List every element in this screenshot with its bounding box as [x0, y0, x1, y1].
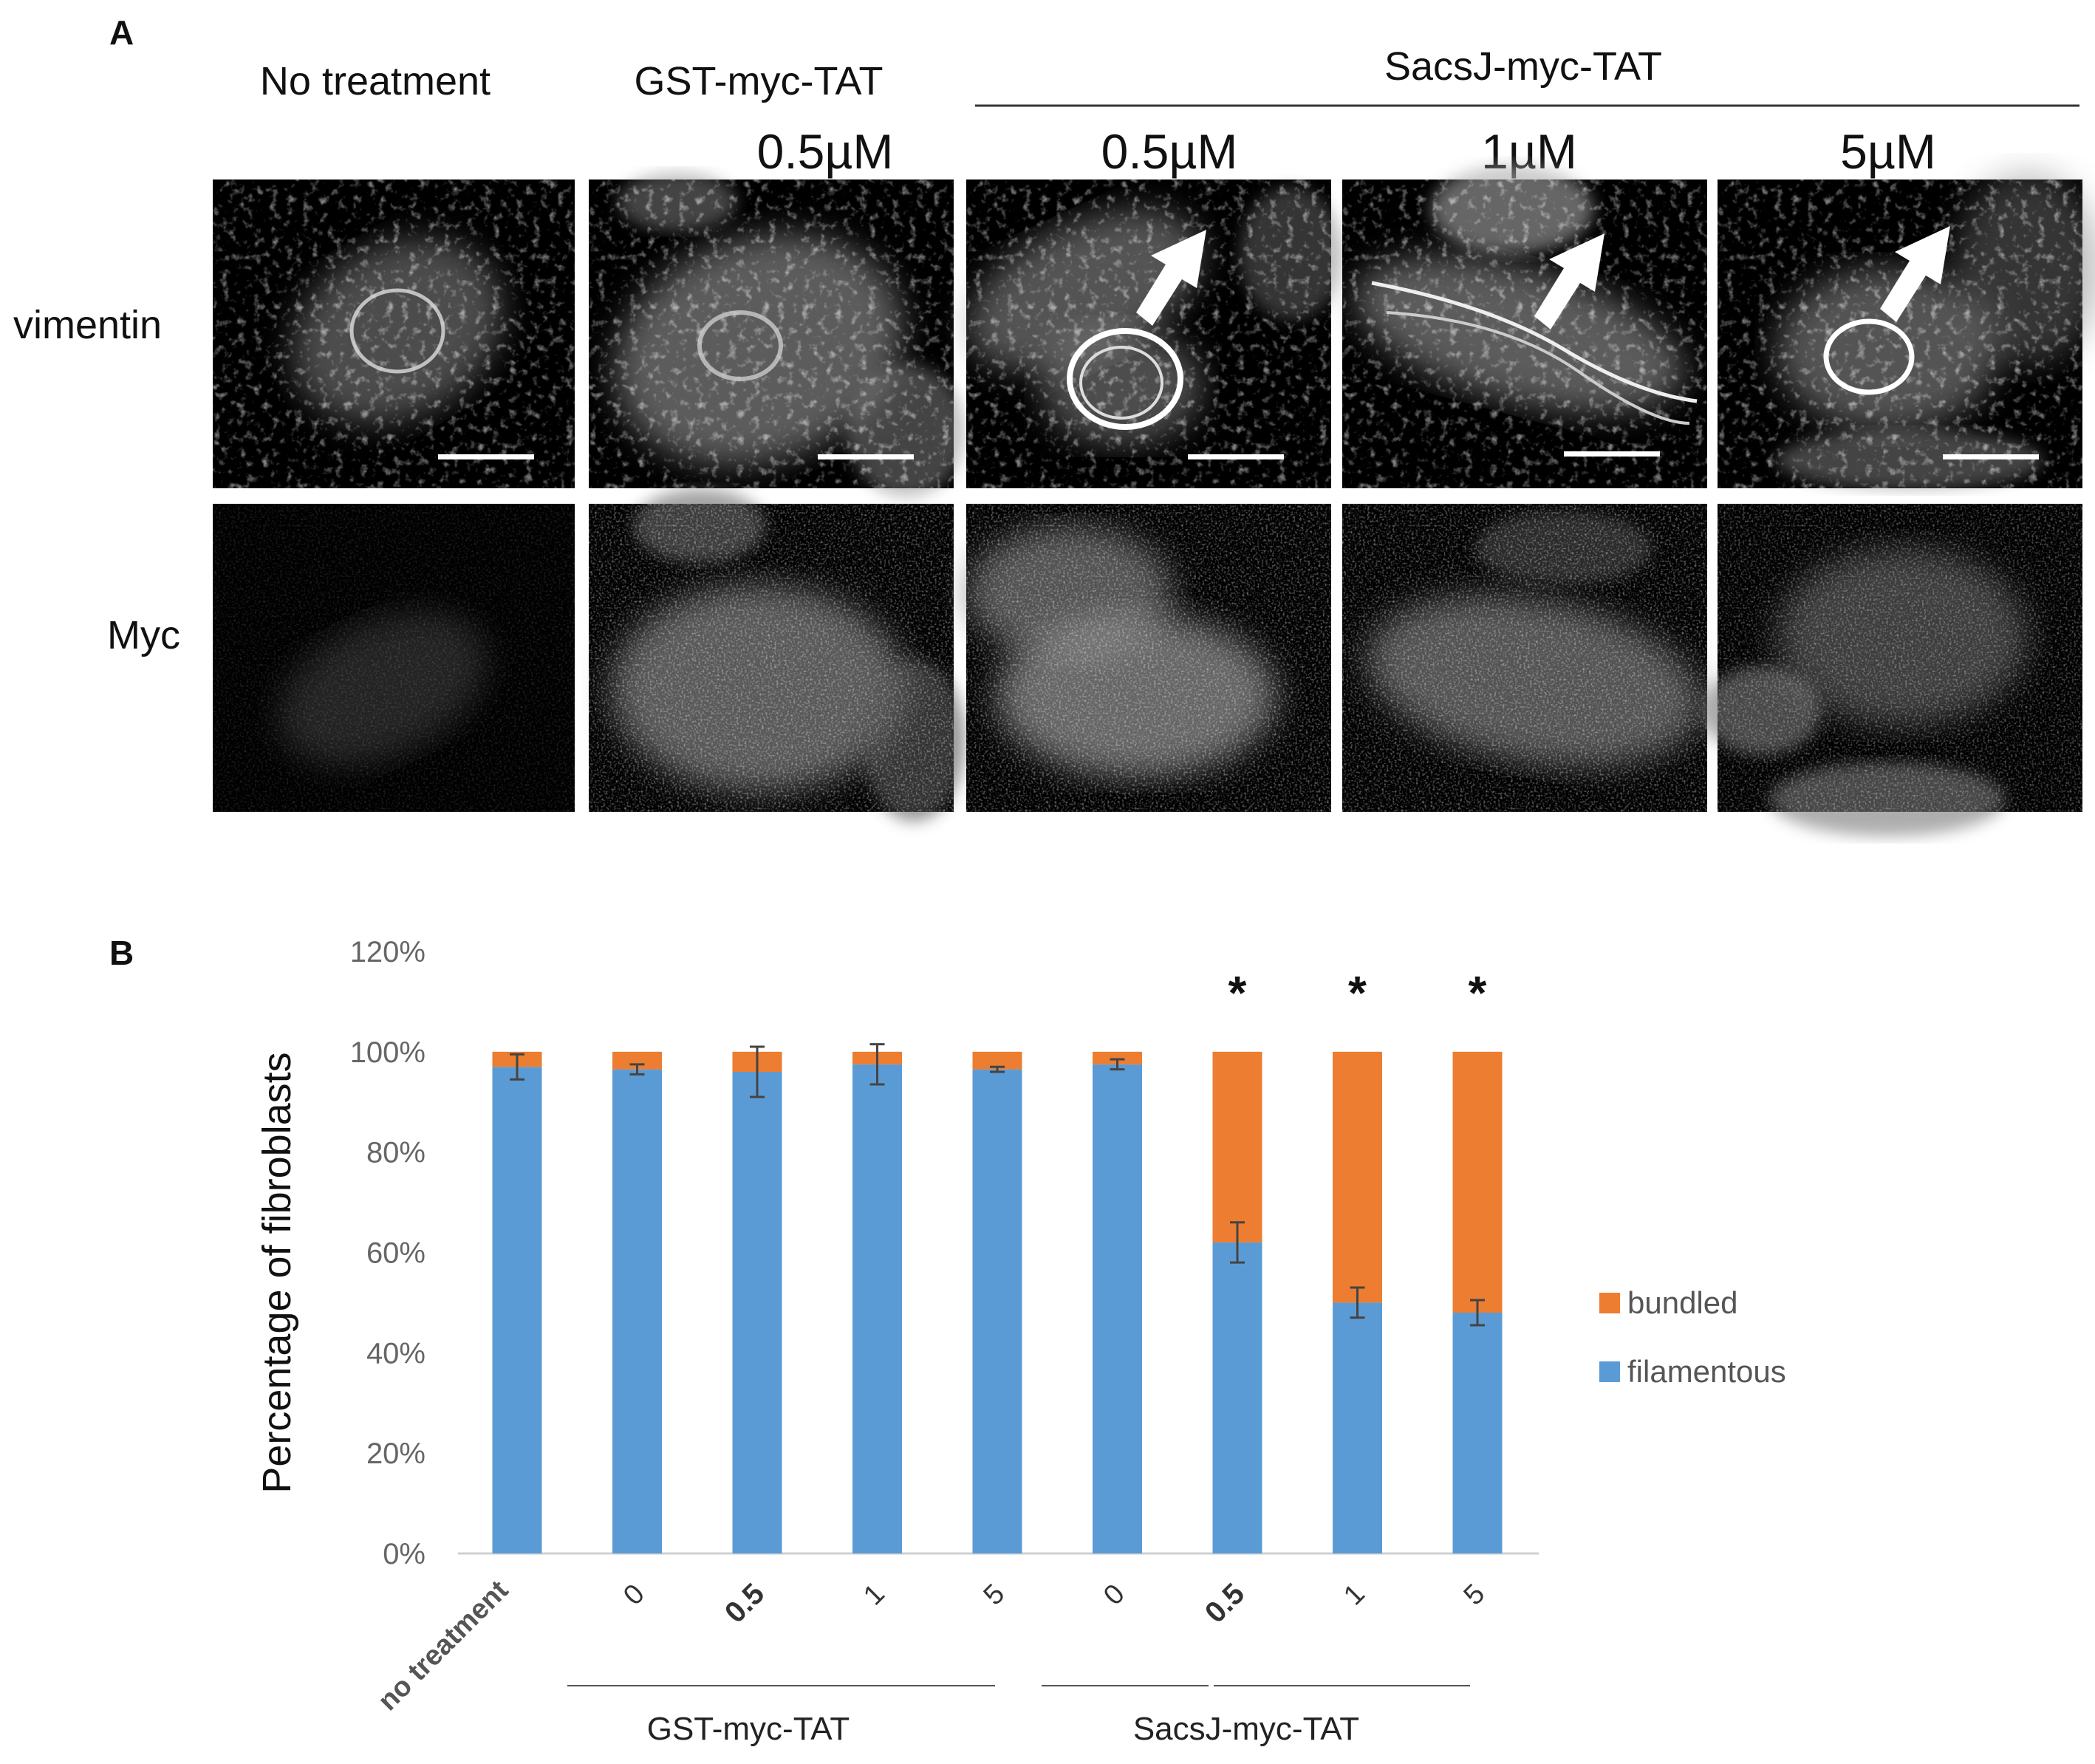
micrograph-myc-gst — [589, 489, 966, 821]
bar-filamentous — [1333, 1302, 1382, 1553]
y-tick-labels: 0% 20% 40% 60% 80% 100% 120% — [350, 936, 426, 1570]
significance-marker: * — [1348, 966, 1367, 1019]
legend-swatch-bundled — [1599, 1293, 1620, 1313]
header-gst: GST-myc-TAT — [635, 59, 884, 103]
bar-bundled — [1093, 1051, 1142, 1064]
x-tick-label: 0 — [1098, 1579, 1131, 1612]
row-label-myc: Myc — [107, 613, 180, 657]
micrograph-vimentin-gst — [589, 172, 966, 497]
micrograph-vimentin-no-treatment — [213, 180, 575, 488]
y-tick-label: 40% — [366, 1337, 426, 1370]
scale-bar — [1943, 454, 2039, 459]
micrograph-myc-sacsj-05 — [966, 504, 1331, 812]
panel-a-label: A — [109, 13, 134, 52]
conc-label-sacsj-1: 0.5µM — [1101, 124, 1238, 179]
micrograph-vimentin-sacsj-05 — [966, 180, 1343, 488]
header-no-treatment: No treatment — [260, 59, 491, 103]
bar-bundled — [1333, 1051, 1382, 1303]
bar-filamentous — [1093, 1064, 1142, 1553]
x-tick-label: 0.5 — [719, 1577, 770, 1629]
x-tick-label: 5 — [978, 1579, 1011, 1612]
stacked-bar-chart: Percentage of fibroblasts 0% 20% 40% 60% 80%… — [255, 936, 1786, 1747]
bar-filamentous — [492, 1067, 542, 1553]
x-tick-label: 0 — [618, 1579, 651, 1612]
y-tick-label: 120% — [350, 936, 426, 968]
bar-filamentous — [1212, 1242, 1262, 1553]
bar-bundled — [972, 1051, 1022, 1070]
x-tick-label: 1 — [1338, 1579, 1371, 1612]
significance-marker: * — [1469, 966, 1487, 1019]
y-tick-label: 60% — [366, 1237, 426, 1270]
y-axis-label: Percentage of fibroblasts — [255, 1052, 299, 1493]
bar-filamentous — [972, 1069, 1022, 1553]
micrograph-vimentin-sacsj-1 — [1342, 165, 1707, 488]
header-sacsj: SacsJ-myc-TAT — [1384, 44, 1662, 89]
arrow-icon — [1534, 233, 1604, 329]
group-label-gst: GST-myc-TAT — [647, 1711, 850, 1747]
x-tick-label: 1 — [858, 1579, 891, 1612]
bar-filamentous — [612, 1069, 662, 1553]
legend-label-filamentous: filamentous — [1627, 1354, 1786, 1389]
group-label-sacsj: SacsJ-myc-TAT — [1133, 1711, 1359, 1747]
bar-filamentous — [852, 1064, 902, 1553]
y-tick-label: 100% — [350, 1036, 426, 1069]
scale-bar — [818, 454, 914, 459]
bar-filamentous — [732, 1072, 782, 1553]
micrograph-vimentin-sacsj-5 — [1718, 172, 2095, 490]
x-tick-labels: no treatment 0 0.5 1 5 0 0.5 1 5 — [372, 1574, 1491, 1717]
micrograph-myc-sacsj-1 — [1342, 504, 1707, 812]
legend-label-bundled: bundled — [1627, 1285, 1737, 1320]
bar-filamentous — [1452, 1313, 1503, 1553]
conc-label-gst: 0.5µM — [757, 124, 894, 179]
arrow-icon — [1880, 226, 1950, 322]
row-label-vimentin: vimentin — [13, 303, 162, 347]
significance-marker: * — [1228, 966, 1247, 1019]
y-tick-label: 80% — [366, 1137, 426, 1169]
bar-bundled — [612, 1051, 662, 1070]
bar-bundled — [1212, 1051, 1262, 1242]
micrograph-myc-no-treatment — [213, 504, 575, 812]
scale-bar — [438, 454, 534, 459]
scale-bar — [1188, 454, 1284, 459]
bar-bundled — [1452, 1051, 1503, 1313]
x-tick-label: no treatment — [372, 1574, 515, 1717]
scale-bar — [1564, 451, 1660, 457]
panel-b-label: B — [109, 934, 134, 972]
arrow-icon — [1136, 230, 1206, 326]
legend: bundled filamentous — [1599, 1285, 1786, 1389]
micrograph-myc-sacsj-5 — [1703, 504, 2082, 836]
x-tick-label: 0.5 — [1199, 1577, 1251, 1629]
conc-label-sacsj-3: 5µM — [1840, 124, 1936, 179]
bar-series: * * * — [492, 966, 1503, 1553]
legend-swatch-filamentous — [1599, 1361, 1620, 1382]
y-tick-label: 0% — [383, 1538, 426, 1570]
x-tick-label: 5 — [1458, 1579, 1491, 1612]
y-tick-label: 20% — [366, 1437, 426, 1470]
